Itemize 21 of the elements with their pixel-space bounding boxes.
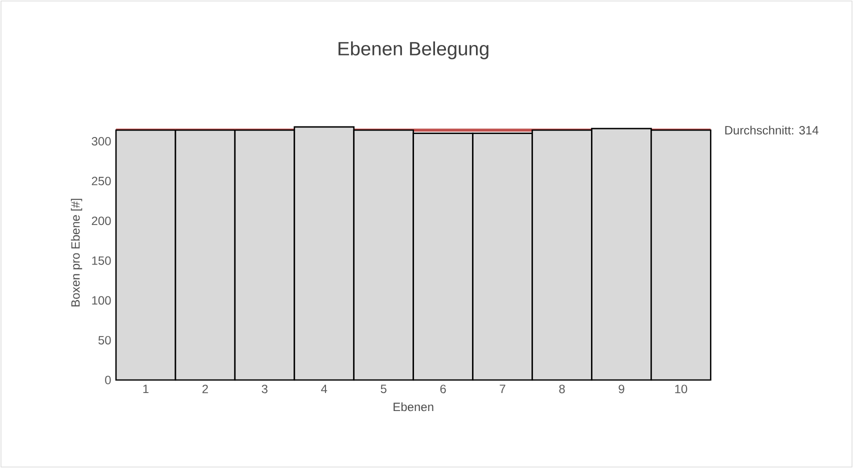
x-tick-label: 1 [143,384,148,393]
x-tick-label: 7 [500,384,506,393]
y-tick-label: 0 [105,376,111,384]
x-tick-label: 8 [559,384,565,394]
y-tick-label: 300 [92,136,111,146]
y-tick-label: 150 [92,256,111,265]
x-tick-label: 2 [202,384,208,394]
x-tick-label: 6 [440,384,446,394]
x-tick-label: 3 [262,384,268,394]
x-tick-label: 4 [321,384,328,393]
ref-line-label: Durchschnitt: 314 [725,126,818,135]
x-tick-label: 9 [618,384,624,394]
y-tick-label: 50 [98,336,111,344]
y-tick-label: 100 [92,296,111,305]
x-tick-label: 5 [380,384,386,394]
y-tick-label: 250 [92,176,111,186]
chart-title: Ebenen Belegung [338,41,488,60]
y-tick-label: 200 [92,216,111,226]
x-tick-label: 10 [675,384,688,394]
y-axis-title: Boxen pro Ebene [#] [70,198,82,306]
x-axis-title: Ebenen [394,402,434,412]
